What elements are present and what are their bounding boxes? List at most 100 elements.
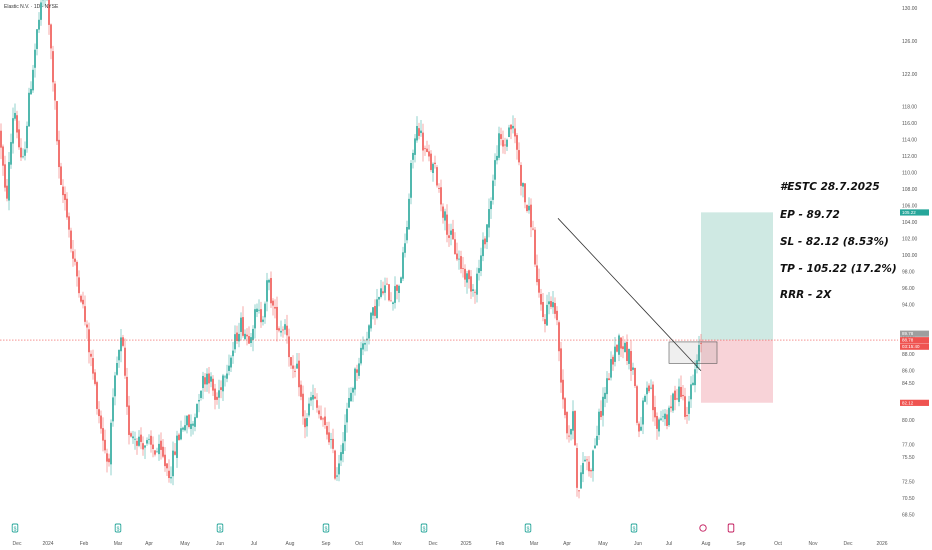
candle-body	[140, 434, 142, 442]
earnings-icon[interactable]: $	[11, 523, 19, 533]
risk-zone	[701, 340, 773, 403]
candle-body	[286, 325, 288, 336]
earnings-icon-frame	[11, 523, 19, 533]
breakout-box[interactable]	[668, 341, 718, 364]
candle-body	[12, 118, 14, 144]
candle	[300, 380, 302, 401]
time-axis[interactable]: Dec 2024 Feb Mar Apr May Jun Jul Aug Sep Oct Nov Dec…	[13, 541, 888, 547]
candle	[118, 349, 120, 368]
candle	[512, 115, 514, 134]
earnings-icon[interactable]: $	[216, 523, 224, 533]
candle-body	[512, 125, 514, 129]
candle-body	[266, 280, 268, 302]
candle	[28, 87, 30, 127]
candle	[448, 223, 450, 247]
y-tick-label: 96.00	[902, 286, 915, 292]
candle	[542, 292, 544, 322]
candle	[658, 417, 660, 437]
candle-body	[148, 438, 150, 440]
trendline[interactable]	[557, 218, 702, 372]
dividend-icon[interactable]	[699, 524, 707, 532]
candle-body	[180, 428, 182, 440]
candle	[454, 232, 456, 255]
candle	[336, 467, 338, 481]
candle-body	[348, 397, 350, 408]
trade-note-line: SL - 82.12 (8.53%)	[780, 236, 889, 248]
candle-body	[654, 407, 656, 418]
candle-body	[88, 329, 90, 353]
dividend-icon[interactable]	[727, 523, 735, 533]
earnings-icon[interactable]: $	[322, 523, 330, 533]
price-axis[interactable]: 68.5070.5072.5075.5077.0080.0082.0084.50…	[902, 6, 918, 519]
candle-body	[322, 418, 324, 420]
earnings-icon[interactable]: $	[114, 523, 122, 533]
candle	[68, 212, 70, 238]
candle	[18, 120, 20, 150]
candle	[0, 123, 2, 160]
candle	[586, 456, 588, 471]
candle	[308, 397, 310, 418]
candle-body	[364, 342, 366, 345]
candle	[620, 337, 622, 357]
candle-body	[456, 253, 458, 260]
candle	[162, 439, 164, 459]
candle	[410, 160, 412, 205]
candle	[638, 421, 640, 438]
candle	[2, 144, 4, 176]
candle-body	[250, 337, 252, 344]
candle-body	[536, 265, 538, 283]
candle	[26, 121, 28, 153]
candle-body	[404, 243, 406, 253]
candle-body	[114, 375, 116, 397]
chart-overlays	[0, 218, 898, 372]
candle-body	[688, 401, 690, 414]
x-tick-label: Aug	[286, 541, 295, 547]
candle	[690, 376, 692, 408]
candle	[140, 427, 142, 450]
y-tick-label: 70.50	[902, 496, 915, 502]
candle	[342, 432, 344, 463]
candle	[526, 204, 528, 213]
candle	[36, 28, 38, 56]
earnings-icon[interactable]: $	[630, 523, 638, 533]
candle-body	[590, 470, 592, 472]
candle	[172, 441, 174, 486]
candle-body	[400, 277, 402, 284]
candle	[396, 284, 398, 300]
candle-body	[594, 445, 596, 449]
candle-body	[436, 167, 438, 186]
candle-body	[144, 445, 146, 448]
candle	[390, 292, 392, 302]
candle-body	[508, 127, 510, 138]
x-tick-label: Feb	[496, 541, 505, 547]
earnings-icon[interactable]: $	[524, 523, 532, 533]
candle	[54, 80, 56, 110]
x-tick-label: Apr	[563, 541, 571, 547]
candle	[560, 341, 562, 393]
y-tick-label: 94.00	[902, 303, 915, 309]
earnings-icon[interactable]: $	[420, 523, 428, 533]
candle-body	[174, 451, 176, 455]
candle-body	[514, 128, 516, 137]
candle-body	[592, 450, 594, 472]
candle-body	[300, 384, 302, 397]
candle	[258, 299, 260, 314]
candle	[554, 297, 556, 319]
candle-body	[112, 397, 114, 422]
candle-body	[194, 417, 196, 427]
candle	[518, 142, 520, 166]
x-tick-label: 2024	[42, 541, 53, 547]
candle-body	[92, 358, 94, 374]
candle-body	[612, 356, 614, 365]
candle	[304, 410, 306, 439]
candle-body	[500, 134, 502, 139]
x-tick-label: 2026	[876, 541, 887, 547]
candle-body	[494, 160, 496, 180]
current-price-tag-bg	[900, 337, 929, 344]
candle	[506, 138, 508, 152]
candle-body	[670, 406, 672, 409]
trade-note-line: RRR - 2X	[780, 289, 832, 301]
candle-body	[252, 328, 254, 340]
earnings-icon-glyph: $	[219, 526, 222, 532]
